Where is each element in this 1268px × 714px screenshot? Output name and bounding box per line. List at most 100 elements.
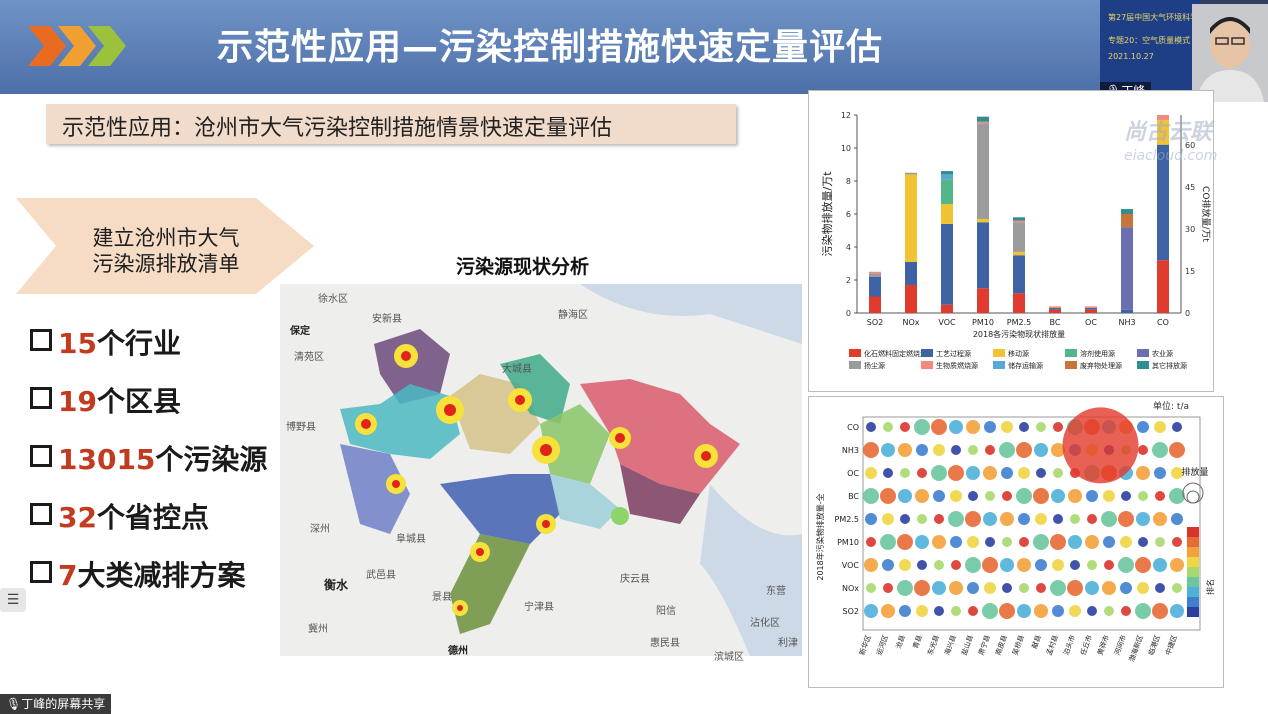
bubble [1169,442,1185,458]
y2-tick-label: 15 [1185,267,1195,276]
legend-label: 工艺过程源 [936,349,971,358]
legend-swatch [993,349,1005,357]
bubble [1085,581,1099,595]
checkbox-square-icon [30,387,52,409]
bubble [1155,537,1165,547]
bubble [985,445,995,455]
bubble [1033,488,1049,504]
y2-tick-label: 30 [1185,225,1195,234]
bubble [1086,490,1098,502]
bubble [865,513,877,525]
bubble [951,560,961,570]
bubble [863,442,879,458]
legend-label: 移动源 [1008,349,1029,358]
bubble [1171,513,1183,525]
pentagon-line-2: 污染源排放清单 [92,252,240,276]
bubble [1062,407,1139,484]
y-tick-label: 8 [846,177,851,186]
screen-share-tag[interactable]: 🎙丁峰的屏幕共享 [0,694,112,714]
bubble [1103,490,1115,502]
stat-item: 7大类减排方案 [30,554,246,594]
checkbox-square-icon [30,445,52,467]
bar-segment [905,174,917,262]
legend-swatch [921,361,933,369]
bubble [1135,603,1151,619]
emissions-bar-chart: 0 2 4 6 8 10 12 0 15 30 45 60 SO2 NOx VOC PM10 PM2.5 BC OC… [820,111,1212,370]
bubble [1000,512,1014,526]
bubble [950,490,962,502]
bubble [1118,557,1134,573]
bar-segment [1085,309,1097,313]
colorbar-segment [1187,587,1199,597]
bar-segment [1049,309,1061,313]
bubble [934,514,944,524]
chat-list-icon[interactable]: ☰ [0,588,26,612]
bar-segment [977,123,989,219]
bar-segment [977,121,989,124]
bar-segment [1157,144,1169,261]
bubble [882,559,894,571]
row-label: BC [848,492,859,501]
y-tick-label: 4 [846,243,851,252]
bar-segment [869,296,881,313]
bubble [1002,491,1012,501]
map-place-label: 博野县 [286,422,316,433]
bubble [900,468,910,478]
pollution-heat-map: 徐水区 安新县 保定 清苑区 博野县 静海区 大城县 深州 衡水 武邑县 阜城县… [280,284,802,663]
bubble [863,488,879,504]
bubble [1155,491,1165,501]
bubble [1036,468,1046,478]
bubble [1019,422,1029,432]
legend-label: 溶剂使用源 [1080,349,1115,358]
pentagon-shape [16,198,314,294]
bubble [899,605,911,617]
bubble [1170,604,1184,618]
bubble [1104,560,1114,570]
y-tick-label: 0 [846,309,851,318]
bubble [1052,605,1064,617]
legend-swatch [1065,361,1077,369]
colorbar-segment [1187,527,1199,537]
checkbox-square-icon [30,329,52,351]
speaker-video[interactable]: 第27届中国大气环境科学 专题20：空气质量模式 2021.10.27 🎙丁峰 [1100,0,1268,102]
bubble [1137,582,1149,594]
legend-swatch [921,349,933,357]
x-tick-label: NH3 [1118,318,1135,327]
legend-swatch [993,361,1005,369]
bubble [1001,421,1013,433]
stat-number: 32 [58,501,97,534]
watermark-brand: 尚古云联 [1124,120,1213,145]
map-graphic [340,284,802,656]
row-label: SO2 [843,607,859,616]
bubble [1035,513,1047,525]
legend-swatch [1137,349,1149,357]
bubble [1172,422,1182,432]
bubble [1121,491,1131,501]
legend-label: 化石燃料固定燃烧源 [864,349,927,358]
map-place-label: 深州 [310,524,330,535]
bubble [916,605,928,617]
x-tick-label: SO2 [867,318,883,327]
bubble [966,420,980,434]
bubble [1017,604,1031,618]
bubble [899,559,911,571]
bubble [882,513,894,525]
bubble [917,514,927,524]
bubble [914,419,930,435]
legend-swatch [849,349,861,357]
map-place-label: 利津 [778,638,798,649]
bubble [951,606,961,616]
bubble [1102,581,1116,595]
bubble [1001,467,1013,479]
column-label: 临港区 [1146,634,1162,657]
map-place-label: 沾化区 [750,618,780,629]
bubble [999,603,1015,619]
bubble [1034,604,1048,618]
bubble [1085,535,1099,549]
bar-segment [1013,251,1025,256]
bar-segment [869,273,881,277]
column-label: 海兴县 [942,634,958,657]
y-tick-label: 6 [846,210,851,219]
bar-segment [1121,214,1133,228]
bubble [1121,606,1131,616]
